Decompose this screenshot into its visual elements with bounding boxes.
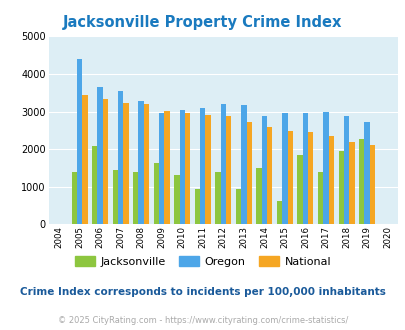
Bar <box>133 172 138 224</box>
Bar <box>164 111 169 224</box>
Bar <box>184 113 190 224</box>
Bar <box>194 189 200 224</box>
Bar <box>220 104 226 224</box>
Bar <box>97 87 102 224</box>
Bar <box>358 139 364 224</box>
Bar <box>226 116 231 224</box>
Bar <box>322 112 328 224</box>
Bar <box>123 103 128 224</box>
Bar <box>215 172 220 224</box>
Bar <box>174 176 179 224</box>
Bar <box>338 151 343 224</box>
Bar <box>266 127 272 224</box>
Bar <box>287 131 292 224</box>
Bar <box>348 142 354 224</box>
Bar <box>307 132 313 224</box>
Bar <box>246 122 251 224</box>
Bar <box>302 113 307 224</box>
Bar <box>159 113 164 224</box>
Bar <box>261 116 266 224</box>
Bar <box>317 172 322 224</box>
Bar <box>71 173 77 224</box>
Bar <box>102 99 108 224</box>
Bar <box>82 95 87 224</box>
Text: Jacksonville Property Crime Index: Jacksonville Property Crime Index <box>63 15 342 30</box>
Legend: Jacksonville, Oregon, National: Jacksonville, Oregon, National <box>70 251 335 271</box>
Bar <box>205 115 210 224</box>
Bar <box>138 101 143 224</box>
Text: Crime Index corresponds to incidents per 100,000 inhabitants: Crime Index corresponds to incidents per… <box>20 287 385 297</box>
Bar <box>369 145 374 224</box>
Bar <box>92 146 97 224</box>
Bar <box>241 105 246 224</box>
Bar <box>179 110 184 224</box>
Bar <box>235 189 241 224</box>
Bar <box>276 201 281 224</box>
Text: © 2025 CityRating.com - https://www.cityrating.com/crime-statistics/: © 2025 CityRating.com - https://www.city… <box>58 315 347 325</box>
Bar <box>364 122 369 224</box>
Bar <box>143 104 149 224</box>
Bar <box>281 113 287 224</box>
Bar <box>256 168 261 224</box>
Bar <box>200 108 205 224</box>
Bar <box>297 155 302 224</box>
Bar <box>153 163 159 224</box>
Bar <box>328 136 333 224</box>
Bar <box>343 116 348 224</box>
Bar <box>117 91 123 224</box>
Bar <box>112 170 117 224</box>
Bar <box>77 59 82 224</box>
